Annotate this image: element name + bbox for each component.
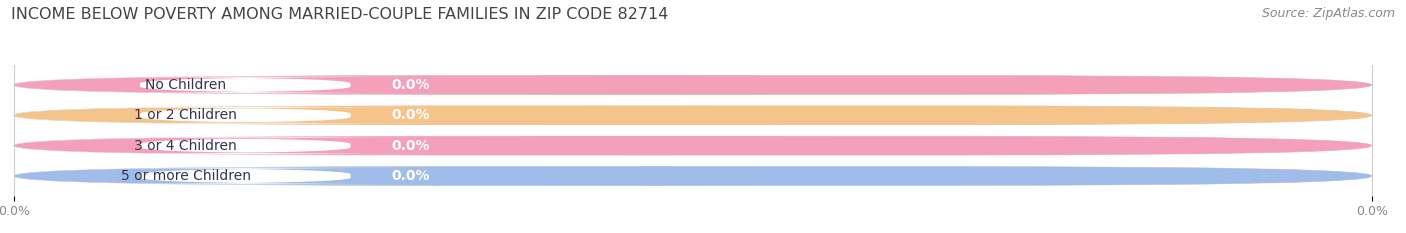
FancyBboxPatch shape bbox=[14, 75, 1372, 94]
Text: 0.0%: 0.0% bbox=[391, 169, 430, 183]
Text: Source: ZipAtlas.com: Source: ZipAtlas.com bbox=[1261, 7, 1395, 20]
FancyBboxPatch shape bbox=[14, 75, 652, 94]
FancyBboxPatch shape bbox=[14, 106, 1066, 125]
Text: 0.0%: 0.0% bbox=[391, 78, 430, 92]
FancyBboxPatch shape bbox=[231, 136, 1372, 155]
FancyBboxPatch shape bbox=[14, 136, 652, 155]
Text: 1 or 2 Children: 1 or 2 Children bbox=[134, 108, 238, 122]
Text: 5 or more Children: 5 or more Children bbox=[121, 169, 250, 183]
FancyBboxPatch shape bbox=[14, 136, 1372, 155]
FancyBboxPatch shape bbox=[14, 167, 1372, 185]
FancyBboxPatch shape bbox=[56, 107, 434, 123]
FancyBboxPatch shape bbox=[14, 167, 652, 185]
Text: INCOME BELOW POVERTY AMONG MARRIED-COUPLE FAMILIES IN ZIP CODE 82714: INCOME BELOW POVERTY AMONG MARRIED-COUPL… bbox=[11, 7, 669, 22]
FancyBboxPatch shape bbox=[231, 75, 1372, 94]
FancyBboxPatch shape bbox=[14, 106, 652, 125]
FancyBboxPatch shape bbox=[56, 137, 434, 154]
Text: 0.0%: 0.0% bbox=[391, 108, 430, 122]
FancyBboxPatch shape bbox=[231, 167, 1372, 185]
FancyBboxPatch shape bbox=[56, 77, 434, 93]
Text: 3 or 4 Children: 3 or 4 Children bbox=[134, 139, 238, 153]
FancyBboxPatch shape bbox=[14, 75, 1066, 94]
FancyBboxPatch shape bbox=[231, 106, 1372, 125]
FancyBboxPatch shape bbox=[56, 168, 434, 184]
Text: No Children: No Children bbox=[145, 78, 226, 92]
FancyBboxPatch shape bbox=[14, 136, 1066, 155]
Text: 0.0%: 0.0% bbox=[391, 139, 430, 153]
FancyBboxPatch shape bbox=[14, 106, 1372, 125]
FancyBboxPatch shape bbox=[14, 167, 1066, 185]
